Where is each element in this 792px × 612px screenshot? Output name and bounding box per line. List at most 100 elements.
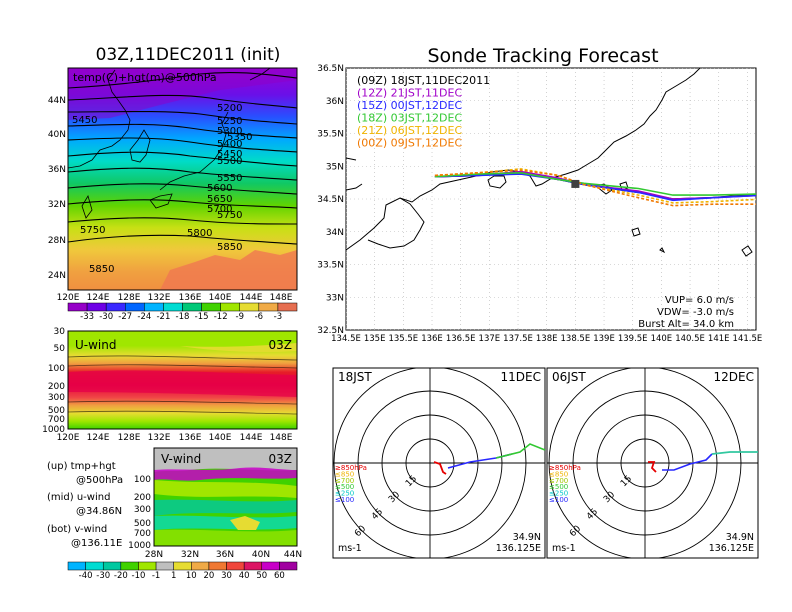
wind-colorbar-label: -1 (152, 571, 160, 581)
contour-label-4: 5350 (227, 132, 252, 143)
wind-colorbar-label: -10 (132, 571, 146, 581)
temp-colorbar-swatch (67, 302, 88, 312)
vwind-x-28n: 28N (145, 550, 163, 560)
contour-label-13: 5800 (187, 228, 212, 239)
contour-label-11: 5700 (207, 204, 232, 215)
tracking-legend-entry: (18Z) 03JST,12DEC (357, 112, 462, 125)
hodograph-right (648, 461, 657, 473)
uwind-y-700: 700 (48, 415, 65, 425)
uwind-x-148e: 148E (270, 433, 293, 443)
inner-label: temp(C)+hgt(m)@500hPa (73, 71, 217, 84)
uwind-x-132e: 132E (148, 433, 171, 443)
temp-map-frame (67, 67, 298, 291)
vwind-y-1000: 1000 (128, 541, 151, 551)
contour-label-12: 5750 (217, 210, 242, 221)
wind-colorbar-swatch (67, 561, 86, 571)
uwind-panel: U-wind 03Z 30 50 100 200 300 500 700 100… (42, 327, 298, 443)
track-series-5 (434, 169, 756, 207)
polar-left-date: 11DEC (501, 370, 541, 384)
polar-panel-left: 18JST 11DEC 15 30 45 60 34.9N 136.125E m… (332, 367, 546, 559)
wind-colorbar-label: 30 (221, 571, 232, 581)
contour-label-8: 5550 (217, 173, 242, 184)
lon-tick-132e: 132E (148, 293, 171, 303)
contour-label-7: 5500 (217, 156, 242, 167)
wind-colorbar-swatch (138, 561, 157, 571)
wind-colorbar: -40 -30 -20 -10 -1 1 10 20 30 40 50 60 (67, 561, 298, 581)
tracking-lon-tick: 140E (651, 334, 673, 344)
contour-label-17: 5850 (89, 264, 114, 275)
uwind-x-136e: 136E (179, 433, 202, 443)
hodograph-right-upper (711, 451, 758, 455)
vwind-x-40n: 40N (252, 550, 270, 560)
temp-colorbar: -33 -30 -27 -24 -21 -18 -15 -12 -9 -6 -3 (67, 302, 298, 322)
lat-tick-40n: 40N (48, 130, 66, 140)
temp-colorbar-label: -21 (156, 312, 170, 322)
uwind-label: U-wind (75, 338, 116, 352)
tracking-lon-tick: 134.5E (331, 334, 361, 344)
tracking-legend-entry: (12Z) 21JST,11DEC (357, 87, 462, 100)
uwind-x-120e: 120E (57, 433, 80, 443)
contour-label-9: 5600 (207, 183, 232, 194)
temp-colorbar-swatch (258, 302, 279, 312)
plot-legend-text: (up) tmp+hgt @500hPa (mid) u-wind @34.86… (47, 461, 123, 549)
legend-bot-a: (bot) v-wind (47, 524, 107, 535)
hodograph-left-upper (495, 443, 545, 459)
tracking-lat-tick: 36N (326, 97, 344, 107)
uwind-y-300: 300 (48, 393, 65, 403)
wind-colorbar-label: -30 (96, 571, 110, 581)
contour-label-3: 5300 (217, 126, 242, 137)
legend-up-a: (up) tmp+hgt (47, 461, 116, 472)
polar-legend-entry: ≤250 (549, 490, 568, 498)
contour-label-10: 5650 (207, 194, 232, 205)
lon-tick-120e: 120E (57, 293, 80, 303)
tracking-legend-entry: (21Z) 06JST,12DEC (357, 124, 462, 137)
temp-colorbar-swatch (105, 302, 126, 312)
temp-colorbar-swatch (277, 302, 298, 312)
legend-mid-b: @34.86N (76, 506, 122, 517)
tracking-lat-tick: 34N (326, 228, 344, 238)
tracking-lon-tick: 140.5E (675, 334, 705, 344)
vwind-label: V-wind (161, 452, 201, 466)
vwind-y-500: 500 (134, 519, 151, 529)
wind-colorbar-swatch (243, 561, 263, 571)
wind-colorbar-swatch (85, 561, 104, 571)
left-title: 03Z,11DEC2011 (init) (96, 45, 281, 65)
vwind-panel: V-wind 03Z 100 200 300 500 700 1000 28N … (128, 447, 302, 560)
polar-left-lat: 34.9N (513, 532, 541, 543)
tracking-lat-tick: 36.5N (317, 64, 344, 74)
wind-colorbar-swatch (279, 561, 298, 571)
temp-colorbar-swatch (239, 302, 260, 312)
tracking-lat-tick: 34.5N (317, 195, 344, 205)
uwind-y-30: 30 (54, 327, 66, 337)
wind-colorbar-swatch (208, 561, 227, 571)
contour-label-14: 5850 (217, 242, 242, 253)
tracking-lon-tick: 141.5E (733, 334, 763, 344)
wind-colorbar-swatch (155, 561, 174, 571)
polar-legend-entry: ≤700 (549, 477, 568, 485)
temp-map: temp(C)+hgt(m)@500hPa 5200 5250 5300 535… (68, 68, 297, 290)
uwind-y-200: 200 (48, 382, 65, 392)
temp-colorbar-label: -24 (137, 312, 151, 322)
polar-left-lon: 136.125E (496, 543, 541, 554)
polar-legend-entry: ≤500 (549, 483, 568, 491)
temp-colorbar-swatch (163, 302, 183, 312)
polar-right-time: 06JST (552, 370, 586, 384)
tracking-lon-tick: 135E (364, 334, 386, 344)
contour-label-15: 5450 (72, 115, 97, 126)
temp-colorbar-label: -18 (176, 312, 190, 322)
lat-tick-36n: 36N (48, 165, 66, 175)
wind-colorbar-label: 50 (256, 571, 267, 581)
wind-colorbar-label: 10 (186, 571, 197, 581)
temp-colorbar-swatch (182, 302, 202, 312)
vwind-y-300: 300 (134, 505, 151, 515)
info-vdw: VDW= -3.0 m/s (657, 307, 734, 318)
tracking-legend-entry: (15Z) 00JST,12DEC (357, 99, 462, 112)
tracking-lat-tick: 32.5N (317, 326, 344, 336)
track-lines (434, 168, 756, 207)
wind-colorbar-swatch (191, 561, 210, 571)
contour-label-2: 5250 (217, 116, 242, 127)
uwind-x-144e: 144E (240, 433, 263, 443)
lon-tick-140e: 140E (209, 293, 232, 303)
tracking-lat-tick: 35N (326, 162, 344, 172)
